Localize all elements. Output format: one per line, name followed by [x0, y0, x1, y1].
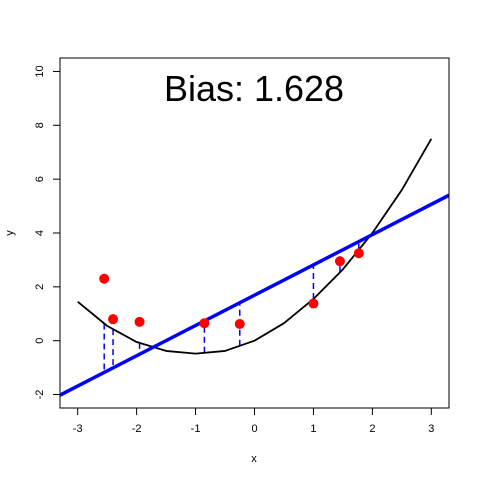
x-tick-label-6: 3	[428, 423, 434, 435]
chart-title: Bias: 1.628	[164, 68, 344, 109]
x-tick-label-3: 0	[251, 423, 257, 435]
data-point-7	[353, 248, 364, 259]
y-tick-label-5: 8	[34, 122, 46, 128]
x-tick-label-2: -1	[191, 423, 201, 435]
data-point-6	[334, 256, 345, 267]
y-tick-label-1: 0	[34, 338, 46, 344]
data-point-2	[134, 316, 145, 327]
data-point-5	[308, 298, 319, 309]
y-tick-label-2: 2	[34, 284, 46, 290]
y-tick-label-6: 10	[34, 65, 46, 77]
x-axis-label: x	[251, 453, 257, 465]
data-point-3	[199, 318, 210, 329]
data-point-1	[108, 314, 119, 325]
y-axis-label: y	[4, 230, 16, 236]
data-point-4	[234, 319, 245, 329]
y-tick-label-3: 4	[34, 230, 46, 236]
x-tick-label-0: -3	[73, 423, 83, 435]
y-tick-label-4: 6	[34, 176, 46, 182]
fitted-line	[60, 193, 449, 397]
x-tick-label-5: 2	[369, 423, 375, 435]
x-tick-label-4: 1	[310, 423, 316, 435]
data-point-0	[99, 273, 110, 284]
x-tick-label-1: -2	[132, 423, 142, 435]
y-tick-label-0: -2	[34, 390, 46, 400]
